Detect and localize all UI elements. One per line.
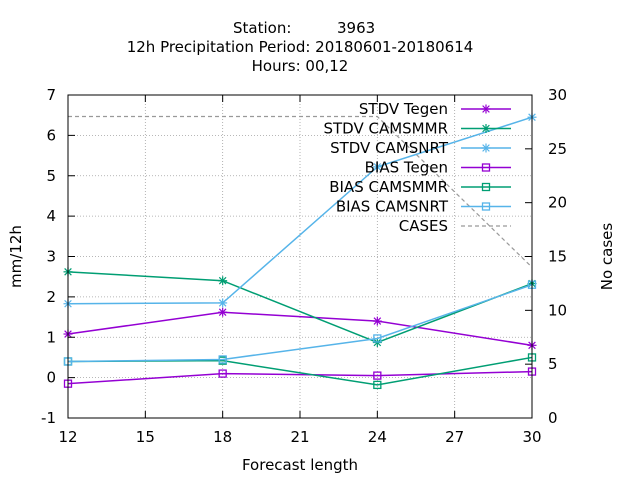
legend-marker <box>481 124 491 133</box>
y2-tick-label: 25 <box>548 140 567 158</box>
legend-label: CASES <box>399 217 448 235</box>
legend-marker <box>481 163 491 172</box>
legend-item: BIAS CAMSMMR <box>329 178 511 196</box>
x-axis: 12 15 18 21 24 27 30 Forecast length <box>58 95 542 474</box>
y-axis-label: mm/12h <box>7 225 25 288</box>
series-line <box>67 116 533 305</box>
data-point <box>373 371 382 380</box>
title-hours: Hours: 00,12 <box>252 57 349 75</box>
x-tick-label: 12 <box>58 428 77 446</box>
y-tick-label: 4 <box>46 207 56 225</box>
y-tick-label: 6 <box>46 126 56 144</box>
y-tick-label: 2 <box>46 288 56 306</box>
x-tick-label: 30 <box>522 428 541 446</box>
legend-item: BIAS Tegen <box>365 159 511 177</box>
y2-tick-label: 10 <box>548 301 567 319</box>
grid <box>68 95 532 418</box>
y-tick-label: 3 <box>46 248 56 266</box>
series-line <box>67 370 533 385</box>
legend-marker <box>481 202 491 211</box>
y-tick-label: -1 <box>41 409 56 427</box>
y-tick-label: 5 <box>46 167 56 185</box>
y2-axis-label: No cases <box>598 223 616 291</box>
series-line <box>67 284 533 363</box>
data-point <box>372 316 382 326</box>
y2-tick-label: 5 <box>548 355 558 373</box>
y-tick-label: 7 <box>46 86 56 104</box>
legend-item: CASES <box>399 217 511 235</box>
title-station-value: 3963 <box>337 19 375 37</box>
series-line <box>68 115 533 268</box>
data-point <box>372 162 382 172</box>
x-tick-label: 15 <box>136 428 155 446</box>
data-point <box>218 369 227 378</box>
data-point <box>218 355 227 364</box>
data-point <box>373 334 382 343</box>
x-tick-label: 24 <box>368 428 387 446</box>
x-axis-label: Forecast length <box>242 456 358 474</box>
series-6 <box>68 115 533 268</box>
legend-label: BIAS CAMSMMR <box>329 178 448 196</box>
x-tick-label: 27 <box>445 428 464 446</box>
y2-tick-label: 0 <box>548 409 558 427</box>
y2-axis: 0 5 10 15 20 25 30 No cases <box>525 86 616 427</box>
x-tick-label: 18 <box>213 428 232 446</box>
legend-item: STDV CAMSNRT <box>330 139 511 157</box>
legend-marker <box>481 182 491 192</box>
data-point <box>373 380 382 390</box>
data-point <box>218 276 228 286</box>
legend-item: STDV Tegen <box>359 100 511 118</box>
legend-label: BIAS Tegen <box>365 159 448 177</box>
legend-label: STDV CAMSMMR <box>323 120 448 138</box>
data-point <box>218 307 228 317</box>
legend-marker <box>481 104 491 114</box>
series-line <box>67 311 533 347</box>
series-line <box>67 271 533 344</box>
y2-tick-label: 20 <box>548 194 567 212</box>
y2-tick-label: 15 <box>548 248 567 266</box>
y2-tick-label: 30 <box>548 86 567 104</box>
y-tick-label: 1 <box>46 328 56 346</box>
legend-label: BIAS CAMSNRT <box>336 198 449 216</box>
legend-item: BIAS CAMSNRT <box>336 198 511 216</box>
data-point <box>218 298 228 308</box>
y-axis: -1 0 1 2 3 4 5 6 7 mm/12h <box>7 86 75 427</box>
legend-item: STDV CAMSMMR <box>323 120 511 138</box>
title-period: 12h Precipitation Period: 20180601-20180… <box>127 38 474 56</box>
y-tick-label: 0 <box>46 369 56 387</box>
x-tick-label: 21 <box>290 428 309 446</box>
legend-marker <box>481 143 491 153</box>
legend-label: STDV Tegen <box>359 100 448 118</box>
legend-label: STDV CAMSNRT <box>330 139 449 157</box>
title-station-label: Station: <box>233 19 291 37</box>
